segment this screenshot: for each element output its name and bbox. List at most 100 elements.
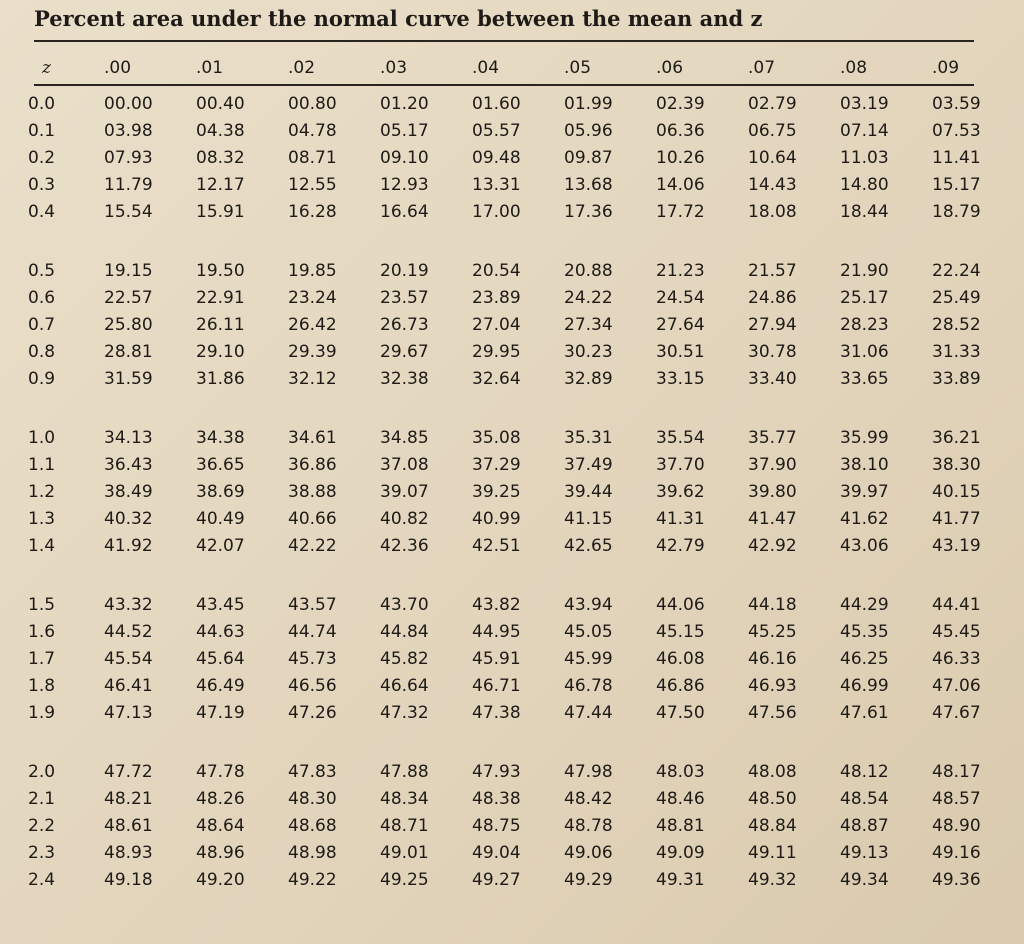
- area-value: 46.49: [196, 675, 245, 696]
- area-value: 16.64: [380, 201, 429, 222]
- area-value: 00.40: [196, 93, 245, 114]
- column-header: .07: [748, 58, 776, 78]
- z-value: 0.2: [28, 147, 56, 168]
- area-value: 47.98: [564, 761, 613, 782]
- area-value: 00.00: [104, 93, 153, 114]
- area-value: 37.29: [472, 454, 521, 475]
- area-value: 09.10: [380, 147, 429, 168]
- area-value: 49.36: [932, 869, 981, 890]
- area-value: 48.71: [380, 815, 429, 836]
- z-value: 1.4: [28, 535, 56, 556]
- area-value: 37.70: [656, 454, 705, 475]
- area-value: 03.98: [104, 120, 153, 141]
- area-value: 18.79: [932, 201, 981, 222]
- area-value: 47.88: [380, 761, 429, 782]
- area-value: 39.80: [748, 481, 797, 502]
- z-value: 0.5: [28, 260, 56, 281]
- area-value: 28.52: [932, 314, 981, 335]
- z-value: 2.2: [28, 815, 56, 836]
- area-value: 25.17: [840, 287, 889, 308]
- table-row: 1.2 38.49 38.69 38.88 39.07 39.25 39.44 39.62 39…: [28, 478, 1024, 505]
- area-value: 21.23: [656, 260, 705, 281]
- area-value: 43.06: [840, 535, 889, 556]
- area-value: 49.22: [288, 869, 337, 890]
- area-value: 35.08: [472, 427, 521, 448]
- table-row: 2.0 47.72 47.78 47.83 47.88 47.93 47.98 48.03 48…: [28, 726, 1024, 785]
- area-value: 48.30: [288, 788, 337, 809]
- area-value: 31.86: [196, 368, 245, 389]
- table-row: 0.8 28.81 29.10 29.39 29.67 29.95 30.23 30.51 30…: [28, 338, 1024, 365]
- area-value: 45.45: [932, 621, 981, 642]
- area-value: 49.29: [564, 869, 613, 890]
- area-value: 18.08: [748, 201, 797, 222]
- area-value: 49.31: [656, 869, 705, 890]
- area-value: 49.13: [840, 842, 889, 863]
- area-value: 46.25: [840, 648, 889, 669]
- area-value: 24.22: [564, 287, 613, 308]
- area-value: 35.77: [748, 427, 797, 448]
- area-value: 39.62: [656, 481, 705, 502]
- area-value: 48.50: [748, 788, 797, 809]
- table-row: 0.3 11.79 12.17 12.55 12.93 13.31 13.68 14.06 14…: [28, 171, 1024, 198]
- area-value: 47.06: [932, 675, 981, 696]
- area-value: 45.91: [472, 648, 521, 669]
- area-value: 44.06: [656, 594, 705, 615]
- table-row: 1.9 47.13 47.19 47.26 47.32 47.38 47.44 47.50 47…: [28, 699, 1024, 726]
- table-row: 0.0 00.00 00.40 00.80 01.20 01.60 01.99 02.39 02…: [28, 90, 1024, 117]
- area-value: 23.57: [380, 287, 429, 308]
- area-value: 28.23: [840, 314, 889, 335]
- area-value: 42.36: [380, 535, 429, 556]
- area-value: 48.21: [104, 788, 153, 809]
- header-rule: [34, 84, 974, 86]
- area-value: 44.29: [840, 594, 889, 615]
- z-value: 0.4: [28, 201, 56, 222]
- area-value: 10.64: [748, 147, 797, 168]
- area-value: 32.89: [564, 368, 613, 389]
- area-value: 48.96: [196, 842, 245, 863]
- area-value: 33.40: [748, 368, 797, 389]
- area-value: 14.43: [748, 174, 797, 195]
- area-value: 46.33: [932, 648, 981, 669]
- area-value: 26.11: [196, 314, 245, 335]
- area-value: 07.14: [840, 120, 889, 141]
- z-value: 2.4: [28, 869, 56, 890]
- area-value: 45.64: [196, 648, 245, 669]
- area-value: 12.17: [196, 174, 245, 195]
- area-value: 21.90: [840, 260, 889, 281]
- area-value: 27.04: [472, 314, 521, 335]
- area-value: 31.06: [840, 341, 889, 362]
- area-value: 49.34: [840, 869, 889, 890]
- column-header: .02: [288, 58, 316, 78]
- area-value: 07.93: [104, 147, 153, 168]
- area-value: 49.16: [932, 842, 981, 863]
- area-value: 47.61: [840, 702, 889, 723]
- z-value: 2.1: [28, 788, 56, 809]
- z-value: 0.9: [28, 368, 56, 389]
- area-value: 17.72: [656, 201, 705, 222]
- area-value: 09.48: [472, 147, 521, 168]
- area-value: 42.92: [748, 535, 797, 556]
- area-value: 48.90: [932, 815, 981, 836]
- area-value: 11.79: [104, 174, 153, 195]
- table-title: Percent area under the normal curve betw…: [34, 6, 763, 31]
- area-value: 37.49: [564, 454, 613, 475]
- area-value: 06.36: [656, 120, 705, 141]
- area-value: 48.34: [380, 788, 429, 809]
- area-value: 49.01: [380, 842, 429, 863]
- z-value: 0.8: [28, 341, 56, 362]
- area-value: 45.73: [288, 648, 337, 669]
- area-value: 45.99: [564, 648, 613, 669]
- area-value: 35.99: [840, 427, 889, 448]
- area-value: 15.17: [932, 174, 981, 195]
- area-value: 28.81: [104, 341, 153, 362]
- area-value: 03.59: [932, 93, 981, 114]
- area-value: 39.25: [472, 481, 521, 502]
- area-value: 47.50: [656, 702, 705, 723]
- area-value: 05.57: [472, 120, 521, 141]
- area-value: 49.11: [748, 842, 797, 863]
- area-value: 16.28: [288, 201, 337, 222]
- z-value: 1.2: [28, 481, 56, 502]
- area-value: 48.78: [564, 815, 613, 836]
- area-value: 04.78: [288, 120, 337, 141]
- column-header: .05: [564, 58, 592, 78]
